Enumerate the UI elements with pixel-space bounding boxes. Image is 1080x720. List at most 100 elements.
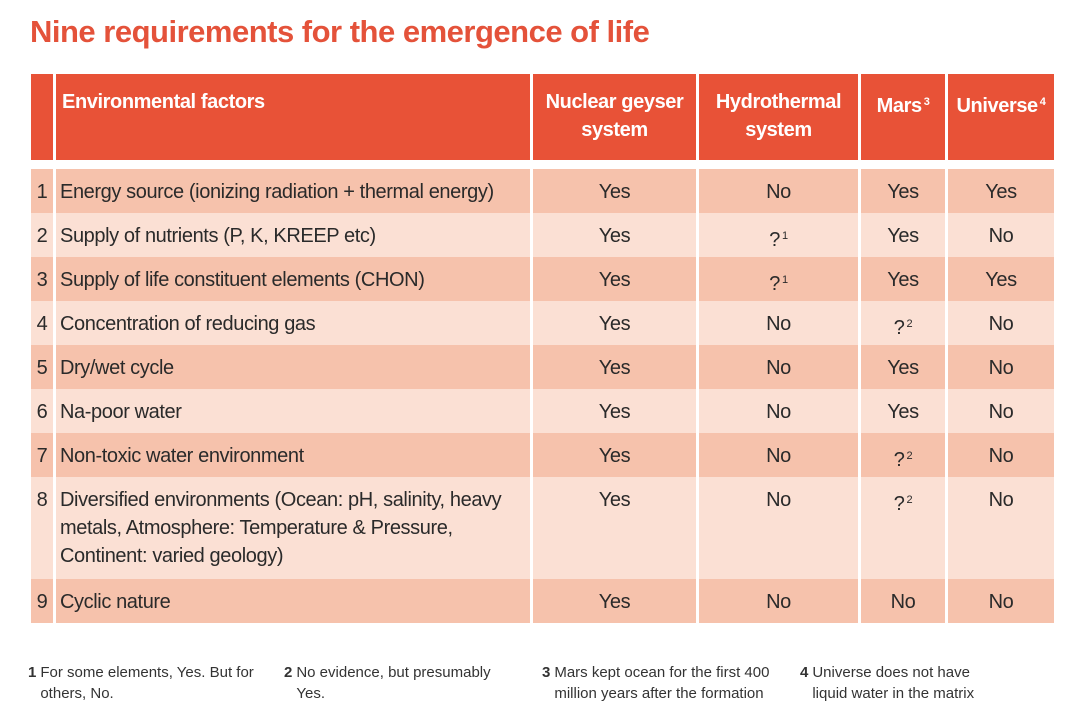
value-cell: Yes <box>861 257 945 301</box>
cell-text: Yes <box>598 591 631 613</box>
cell-text: No <box>890 591 916 613</box>
cell-text: Yes <box>887 225 919 247</box>
cell-text: Yes <box>985 181 1017 203</box>
title: Nine requirements for the emergence of l… <box>30 14 650 49</box>
footnote-number: 4 <box>800 664 809 681</box>
cell-text: No <box>988 313 1014 335</box>
value-cell: No <box>699 389 858 433</box>
value-cell: No <box>699 169 858 213</box>
cell-text: No <box>766 591 791 613</box>
header-cell: Universe 4 <box>948 74 1054 160</box>
cell-text: No <box>988 445 1014 467</box>
value-cell: No <box>948 477 1054 579</box>
footnote-text: For some elements, Yes. But for others, … <box>40 664 254 702</box>
note-mark: 1 <box>782 274 788 286</box>
value-cell: No <box>948 345 1054 389</box>
row-number: 8 <box>31 477 53 579</box>
footnote-text: Universe does not have liquid water in t… <box>812 664 975 702</box>
cell-text: Nuclear geyser system <box>545 91 684 141</box>
note-mark: 2 <box>906 494 913 506</box>
value-cell: Yes <box>861 213 945 257</box>
value-cell: Yes <box>948 169 1054 213</box>
factor: Non-toxic water environment <box>56 433 530 477</box>
value-cell: No <box>948 433 1054 477</box>
value-cell: No <box>699 301 858 345</box>
cell-text: Yes <box>598 181 631 203</box>
cell-text: No <box>988 489 1014 511</box>
value-cell: No <box>699 579 858 623</box>
footnote: 1 For some elements, Yes. But for others,… <box>28 662 284 704</box>
header-cell: Nuclear geyser system <box>533 74 696 160</box>
value-cell: No <box>948 389 1054 433</box>
cell-text: No <box>766 357 791 379</box>
cell-text: Yes <box>598 269 631 291</box>
footnote-number: 2 <box>284 664 293 681</box>
footnote-number: 1 <box>28 664 37 681</box>
factor: Supply of life constituent elements (CHO… <box>56 257 530 301</box>
cell-text: ? <box>893 317 905 339</box>
value-cell: Yes <box>861 169 945 213</box>
note-mark: 2 <box>906 318 913 330</box>
cell-text: Yes <box>598 313 631 335</box>
cell-text: Yes <box>887 269 919 291</box>
table-row: 9 Cyclic nature Yes No No No <box>31 579 1054 623</box>
value-cell: Yes <box>533 433 696 477</box>
footnote: 3 Mars kept ocean for the first 400 milli… <box>542 662 800 704</box>
table: Environmental factors Nuclear geyser syst… <box>28 74 1057 623</box>
value-cell: Yes <box>533 389 696 433</box>
row-number: 7 <box>31 433 53 477</box>
value-cell: ? 2 <box>861 433 945 477</box>
cell-text: No <box>988 591 1014 613</box>
value-cell: No <box>948 213 1054 257</box>
cell-text: Environmental factors <box>62 91 265 113</box>
footnote: 4 Universe does not have liquid water in … <box>800 662 1030 704</box>
value-cell: Yes <box>861 345 945 389</box>
cell-text: No <box>988 357 1014 379</box>
factor: Na-poor water <box>56 389 530 433</box>
row-number: 6 <box>31 389 53 433</box>
header-cell <box>31 74 53 160</box>
value-cell: ? 2 <box>861 301 945 345</box>
cell-text: No <box>766 181 791 203</box>
factor: Concentration of reducing gas <box>56 301 530 345</box>
value-cell: No <box>861 579 945 623</box>
cell-text: Yes <box>598 357 631 379</box>
factor: Dry/wet cycle <box>56 345 530 389</box>
value-cell: Yes <box>861 389 945 433</box>
value-cell: ? 1 <box>699 213 858 257</box>
cell-text: Mars <box>876 95 922 117</box>
cell-text: Yes <box>887 181 919 203</box>
cell-text: No <box>766 445 791 467</box>
value-cell: No <box>699 477 858 579</box>
cell-text: No <box>988 225 1014 247</box>
value-cell: Yes <box>533 213 696 257</box>
factor: Supply of nutrients (P, K, KREEP etc) <box>56 213 530 257</box>
value-cell: No <box>948 579 1054 623</box>
cell-text: ? <box>893 449 905 471</box>
factor: Cyclic nature <box>56 579 530 623</box>
table-row: 3 Supply of life constituent elements (CH… <box>31 257 1054 301</box>
cell-text: No <box>766 489 791 511</box>
value-cell: No <box>948 301 1054 345</box>
footnote-number: 3 <box>542 664 551 681</box>
table-row: 6 Na-poor water Yes No Yes No <box>31 389 1054 433</box>
table-row: 1 Energy source (ionizing radiation + the… <box>31 169 1054 213</box>
value-cell: Yes <box>533 301 696 345</box>
cell-text: No <box>766 401 791 423</box>
value-cell: Yes <box>948 257 1054 301</box>
row-number: 3 <box>31 257 53 301</box>
value-cell: Yes <box>533 345 696 389</box>
value-cell: ? 1 <box>699 257 858 301</box>
note-mark: 2 <box>906 450 913 462</box>
row-number: 5 <box>31 345 53 389</box>
cell-text: ? <box>769 229 780 251</box>
value-cell: Yes <box>533 477 696 579</box>
header-cell: Mars 3 <box>861 74 945 160</box>
cell-text: Hydrothermal system <box>715 91 842 141</box>
cell-text: Yes <box>598 225 631 247</box>
value-cell: Yes <box>533 579 696 623</box>
factor: Energy source (ionizing radiation + ther… <box>56 169 530 213</box>
cell-text: ? <box>769 273 780 295</box>
value-cell: Yes <box>533 257 696 301</box>
